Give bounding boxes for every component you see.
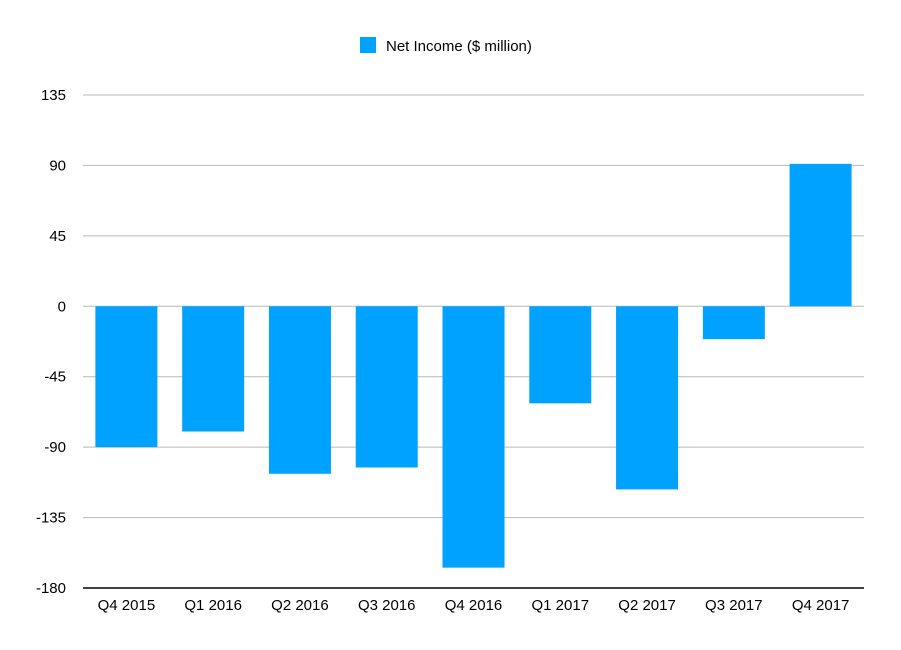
x-tick-label: Q2 2016 xyxy=(271,597,329,614)
bar-q1-2016 xyxy=(182,306,245,432)
y-tick-label: -135 xyxy=(36,510,66,527)
y-axis-tick-labels: 135 90 45 0 -45 -90 -135 -180 xyxy=(36,87,66,597)
bar-q4-2015 xyxy=(95,306,158,448)
x-tick-label: Q3 2016 xyxy=(358,597,416,614)
y-tick-label: -45 xyxy=(44,369,66,386)
x-tick-label: Q2 2017 xyxy=(618,597,676,614)
x-tick-label: Q1 2017 xyxy=(532,597,590,614)
y-tick-label: 90 xyxy=(49,157,66,174)
legend-swatch xyxy=(360,37,376,53)
legend-label: Net Income ($ million) xyxy=(386,38,532,55)
x-tick-label: Q3 2017 xyxy=(705,597,763,614)
y-tick-label: 45 xyxy=(49,228,66,245)
x-tick-label: Q4 2016 xyxy=(445,597,503,614)
bars xyxy=(95,163,852,568)
x-tick-label: Q1 2016 xyxy=(184,597,242,614)
y-tick-label: -180 xyxy=(36,580,66,597)
bar-q1-2017 xyxy=(529,306,592,404)
x-axis-tick-labels: Q4 2015 Q1 2016 Q2 2016 Q3 2016 Q4 2016 Q1 20… xyxy=(98,597,850,614)
bar-q2-2016 xyxy=(268,306,331,474)
bar-q3-2017 xyxy=(702,306,765,340)
y-tick-label: 0 xyxy=(58,298,66,315)
bar-q3-2016 xyxy=(355,306,418,468)
x-tick-label: Q4 2017 xyxy=(792,597,850,614)
bar-q4-2016 xyxy=(442,306,505,568)
legend: Net Income ($ million) xyxy=(360,37,532,55)
x-tick-label: Q4 2015 xyxy=(98,597,156,614)
bar-q4-2017 xyxy=(789,163,852,307)
y-tick-label: -90 xyxy=(44,439,66,456)
bar-q2-2017 xyxy=(616,306,679,490)
y-tick-label: 135 xyxy=(41,87,66,104)
